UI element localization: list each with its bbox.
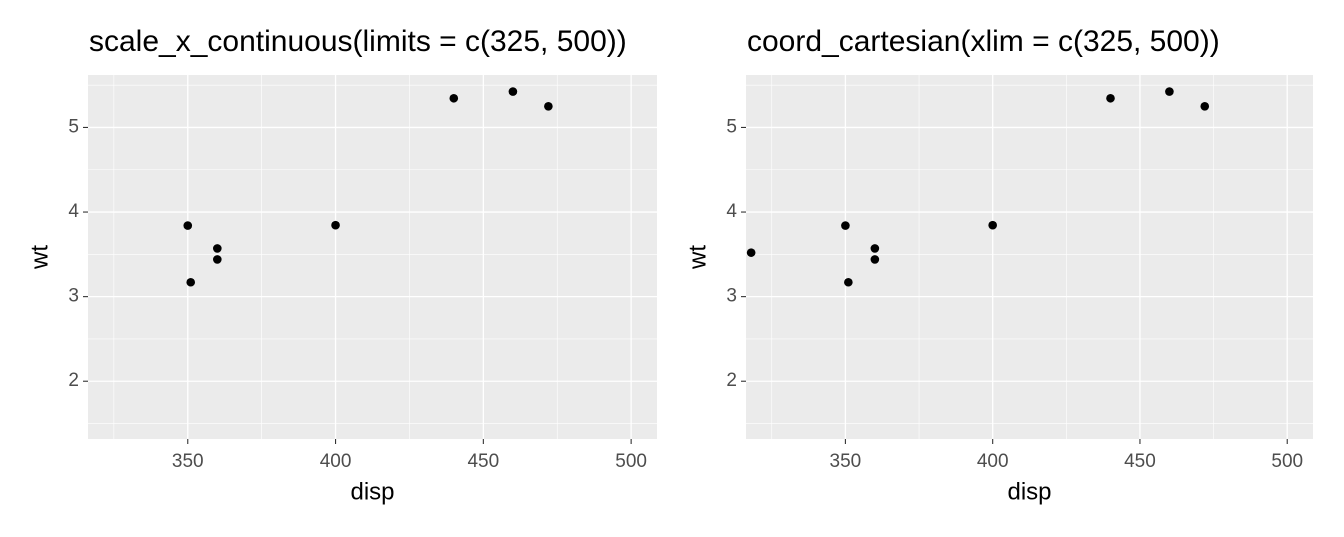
y-tick-label: 2	[726, 370, 737, 391]
point	[988, 220, 997, 230]
x-tick-label: 350	[172, 451, 204, 472]
x-tick-label: 350	[830, 451, 862, 472]
y-tick-label: 5	[726, 116, 737, 137]
point	[1200, 101, 1210, 111]
y-tick-label: 5	[68, 116, 79, 137]
points	[746, 87, 1210, 287]
x-tick-label: 450	[1124, 451, 1156, 472]
y-tick-label: 3	[726, 286, 737, 307]
point	[544, 101, 553, 111]
point	[508, 87, 518, 96]
point	[331, 220, 340, 230]
points	[183, 87, 553, 287]
chart-title: coord_cartesian(xlim = c(325, 500))	[747, 25, 1220, 58]
x-axis-label: disp	[350, 478, 394, 505]
x-tick-label: 500	[615, 451, 647, 472]
point	[870, 244, 880, 253]
x-tick-label: 400	[320, 451, 352, 472]
x-tick-label: 500	[1271, 451, 1303, 472]
plot-background	[746, 75, 1313, 439]
x-axis-label: disp	[1007, 478, 1051, 505]
point	[1106, 93, 1115, 103]
chart-title: scale_x_continuous(limits = c(325, 500))	[89, 25, 627, 58]
y-tick-label: 4	[726, 201, 737, 222]
point	[186, 277, 196, 287]
y-axis-label: wt	[684, 245, 711, 270]
point	[213, 244, 222, 253]
y-tick-label: 3	[68, 286, 79, 307]
point	[844, 277, 853, 287]
y-axis-label: wt	[26, 245, 53, 270]
point	[183, 221, 193, 230]
point	[449, 93, 459, 103]
y-tick-label: 4	[68, 201, 79, 222]
y-tick-label: 2	[68, 370, 79, 391]
plot-background	[88, 75, 657, 439]
panel: coord_cartesian(xlim = c(325, 500)) 2 3 4 5 3…	[684, 25, 1313, 505]
point	[1165, 87, 1174, 96]
point	[841, 221, 850, 230]
x-tick-label: 450	[467, 451, 499, 472]
point	[213, 255, 222, 264]
panel: scale_x_continuous(limits = c(325, 500))…	[26, 25, 657, 505]
point	[746, 248, 756, 257]
x-tick-label: 400	[977, 451, 1009, 472]
point	[870, 255, 880, 264]
